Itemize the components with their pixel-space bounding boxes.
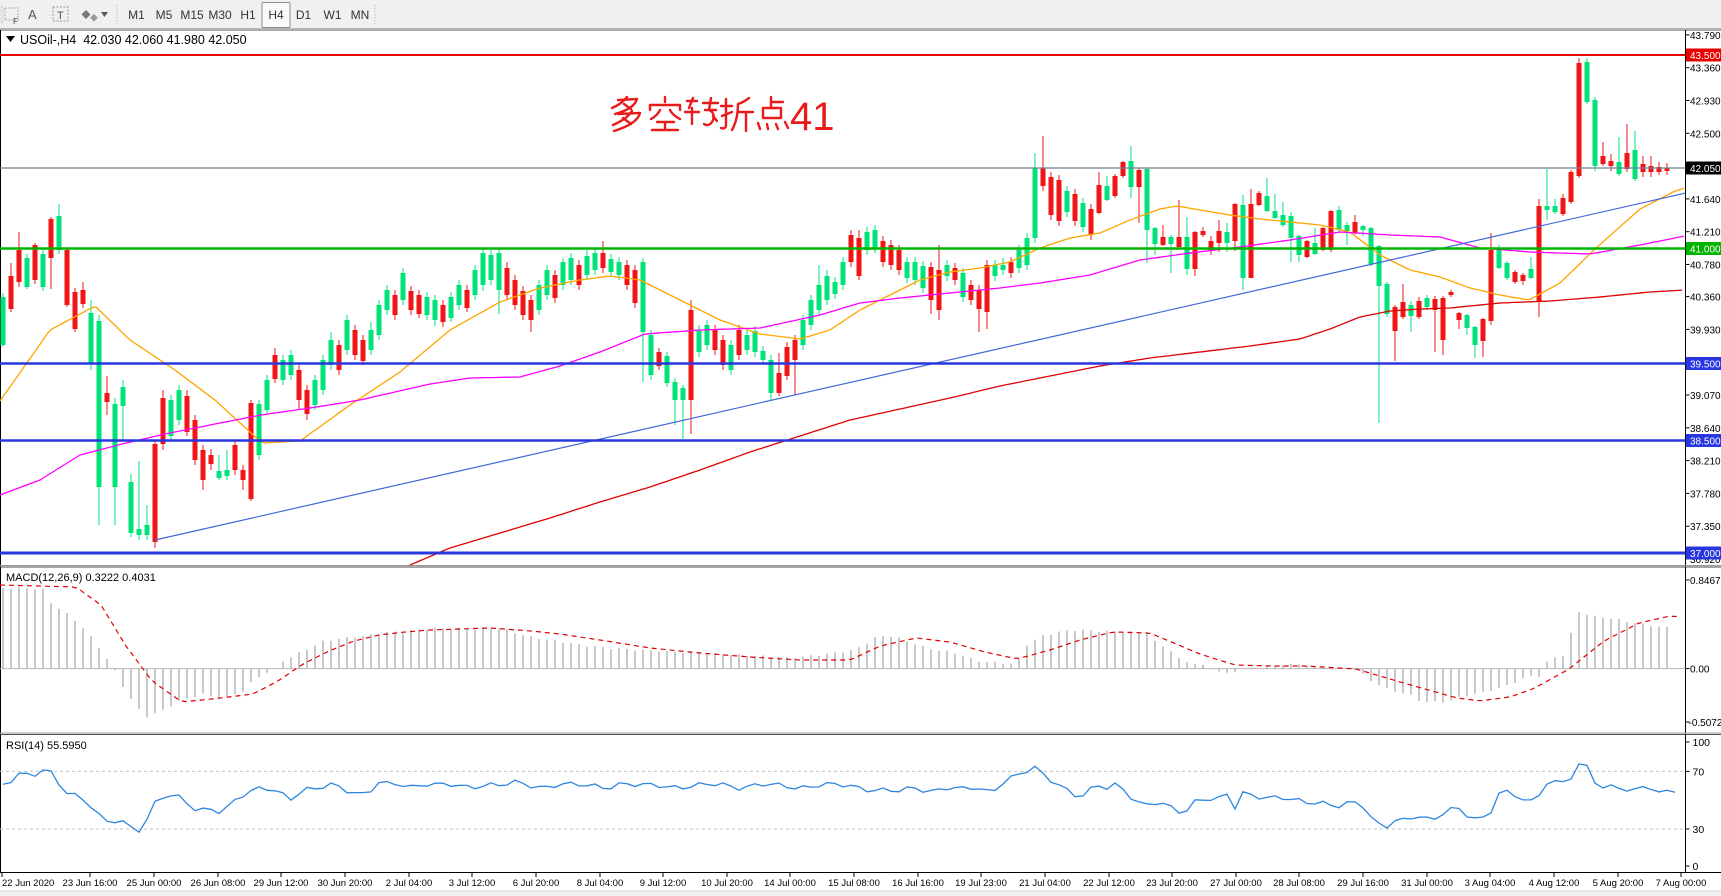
svg-text:19 Jul 23:00: 19 Jul 23:00: [955, 878, 1007, 889]
svg-text:F: F: [13, 17, 18, 26]
svg-text:22 Jul 12:00: 22 Jul 12:00: [1083, 878, 1135, 889]
svg-text:6 Jul 20:00: 6 Jul 20:00: [513, 878, 559, 889]
svg-text:23 Jul 20:00: 23 Jul 20:00: [1146, 878, 1198, 889]
svg-text:RSI(14) 55.5950: RSI(14) 55.5950: [6, 740, 87, 752]
svg-text:37.780: 37.780: [1690, 489, 1721, 500]
svg-text:0.00: 0.00: [1690, 665, 1710, 676]
svg-text:MACD(12,26,9) 0.3222 0.4031: MACD(12,26,9) 0.3222 0.4031: [6, 572, 156, 584]
svg-text:40.780: 40.780: [1690, 261, 1721, 272]
svg-text:23 Jun 16:00: 23 Jun 16:00: [63, 878, 118, 889]
svg-text:39.500: 39.500: [1690, 360, 1721, 371]
svg-text:0.8467: 0.8467: [1690, 576, 1721, 587]
svg-text:21 Jul 04:00: 21 Jul 04:00: [1019, 878, 1071, 889]
svg-text:4 Aug 12:00: 4 Aug 12:00: [1529, 878, 1580, 889]
svg-text:39.070: 39.070: [1690, 391, 1721, 402]
svg-text:26 Jun 08:00: 26 Jun 08:00: [191, 878, 246, 889]
svg-text:70: 70: [1693, 766, 1705, 778]
svg-text:38.210: 38.210: [1690, 457, 1721, 468]
svg-text:M5: M5: [156, 8, 173, 22]
svg-text:40.360: 40.360: [1690, 293, 1721, 304]
svg-text:43.790: 43.790: [1690, 31, 1721, 42]
svg-text:5 Aug 20:00: 5 Aug 20:00: [1593, 878, 1644, 889]
svg-text:41: 41: [790, 95, 835, 139]
svg-text:41.640: 41.640: [1690, 195, 1721, 206]
svg-text:42.930: 42.930: [1690, 97, 1721, 108]
svg-text:100: 100: [1693, 737, 1711, 749]
svg-text:2 Jul 04:00: 2 Jul 04:00: [386, 878, 432, 889]
svg-text:36.920: 36.920: [1690, 555, 1721, 566]
svg-text:A: A: [28, 7, 37, 22]
svg-text:7 Aug 00:00: 7 Aug 00:00: [1656, 878, 1707, 889]
svg-text:15 Jul 08:00: 15 Jul 08:00: [828, 878, 880, 889]
svg-text:41.210: 41.210: [1690, 228, 1721, 239]
svg-text:22 Jun 2020: 22 Jun 2020: [2, 878, 54, 889]
svg-text:T: T: [57, 10, 64, 22]
svg-text:29 Jul 16:00: 29 Jul 16:00: [1337, 878, 1389, 889]
svg-text:43.360: 43.360: [1690, 64, 1721, 75]
svg-text:D1: D1: [296, 8, 312, 22]
svg-text:8 Jul 04:00: 8 Jul 04:00: [577, 878, 623, 889]
svg-text:30 Jun 20:00: 30 Jun 20:00: [318, 878, 373, 889]
svg-text:42.050: 42.050: [1690, 164, 1721, 175]
svg-text:37.000: 37.000: [1690, 549, 1721, 560]
svg-text:H4: H4: [268, 8, 284, 22]
svg-text:28 Jul 08:00: 28 Jul 08:00: [1273, 878, 1325, 889]
svg-text:-0.5072: -0.5072: [1689, 718, 1721, 729]
svg-text:16 Jul 16:00: 16 Jul 16:00: [892, 878, 944, 889]
svg-text:30: 30: [1693, 824, 1705, 836]
svg-text:H1: H1: [240, 8, 256, 22]
svg-text:41.000: 41.000: [1690, 245, 1721, 256]
svg-text:42.500: 42.500: [1690, 129, 1721, 140]
svg-text:31 Jul 00:00: 31 Jul 00:00: [1401, 878, 1453, 889]
svg-text:39.930: 39.930: [1690, 325, 1721, 336]
svg-text:9 Jul 12:00: 9 Jul 12:00: [640, 878, 686, 889]
svg-text:43.500: 43.500: [1690, 51, 1721, 62]
svg-text:10 Jul 20:00: 10 Jul 20:00: [701, 878, 753, 889]
svg-text:W1: W1: [324, 8, 342, 22]
svg-text:37.350: 37.350: [1690, 522, 1721, 533]
svg-text:14 Jul 00:00: 14 Jul 00:00: [764, 878, 816, 889]
svg-text:25 Jun 00:00: 25 Jun 00:00: [127, 878, 182, 889]
svg-text:3 Jul 12:00: 3 Jul 12:00: [449, 878, 495, 889]
svg-text:0: 0: [1693, 861, 1699, 873]
svg-text:38.500: 38.500: [1690, 437, 1721, 448]
svg-text:27 Jul 00:00: 27 Jul 00:00: [1210, 878, 1262, 889]
svg-text:M15: M15: [180, 8, 204, 22]
svg-text:M1: M1: [128, 8, 145, 22]
svg-text:29 Jun 12:00: 29 Jun 12:00: [254, 878, 309, 889]
svg-text:38.640: 38.640: [1690, 424, 1721, 435]
svg-text:MN: MN: [351, 8, 370, 22]
svg-text:M30: M30: [208, 8, 232, 22]
svg-text:3 Aug 04:00: 3 Aug 04:00: [1465, 878, 1516, 889]
svg-text:USOil-,H4 42.030 42.060 41.98: USOil-,H4 42.030 42.060 41.980 42.050: [20, 33, 247, 47]
